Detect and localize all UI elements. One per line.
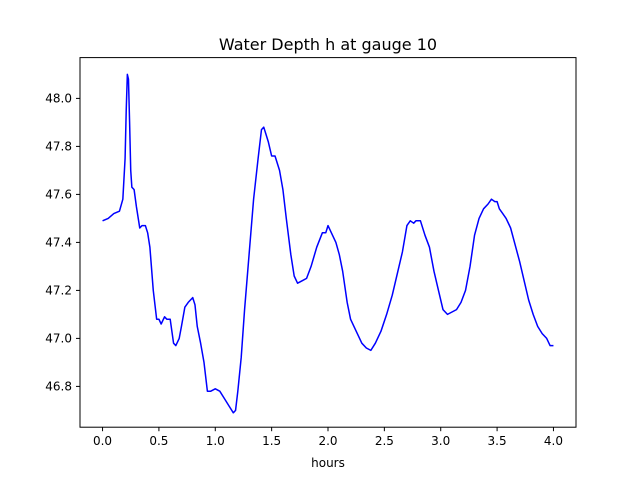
plot-area [80, 57, 576, 428]
x-axis-label: hours [311, 456, 345, 470]
chart-title: Water Depth h at gauge 10 [219, 35, 437, 54]
y-axis-ticks: 46.8 47.0 47.2 47.4 47.6 47.8 48.0 [45, 91, 80, 393]
y-tick-label: 48.0 [45, 91, 72, 105]
y-tick-label: 47.8 [45, 139, 72, 153]
x-tick-label: 3.5 [488, 434, 507, 448]
series-line [102, 73, 554, 414]
x-axis-ticks: 0.0 0.5 1.0 1.5 2.0 2.5 3.0 3.5 4.0 [93, 427, 563, 448]
y-tick-label: 47.4 [45, 235, 72, 249]
x-tick-label: 2.0 [318, 434, 337, 448]
x-tick-label: 1.5 [262, 434, 281, 448]
y-tick-label: 47.6 [45, 187, 72, 201]
x-tick-label: 1.0 [206, 434, 225, 448]
axes-frame [79, 57, 577, 428]
x-tick-label: 4.0 [544, 434, 563, 448]
x-tick-label: 3.0 [431, 434, 450, 448]
x-tick-label: 2.5 [375, 434, 394, 448]
y-tick-label: 47.0 [45, 331, 72, 345]
y-tick-label: 46.8 [45, 379, 72, 393]
y-tick-label: 47.2 [45, 283, 72, 297]
x-tick-label: 0.0 [93, 434, 112, 448]
series-layer [102, 73, 554, 414]
x-tick-label: 0.5 [149, 434, 168, 448]
